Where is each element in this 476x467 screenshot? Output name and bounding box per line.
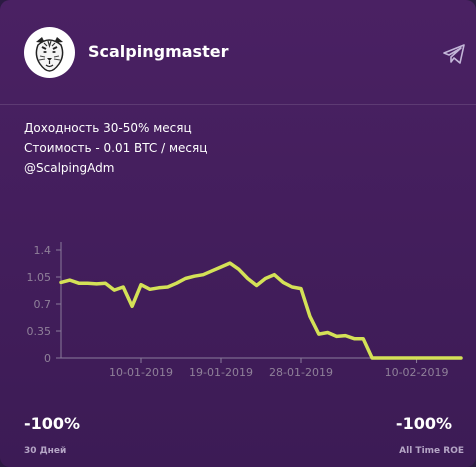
data-point (433, 357, 436, 359)
telegram-send-icon[interactable] (443, 44, 465, 64)
data-point (317, 333, 320, 335)
data-point (140, 283, 142, 286)
x-tick-label: 28-01-2019 (269, 366, 333, 379)
y-tick-label: 1.05 (27, 271, 52, 284)
data-point (300, 287, 302, 290)
data-point (442, 357, 445, 359)
data-point (371, 357, 373, 359)
data-point (77, 282, 80, 284)
data-point (175, 282, 178, 284)
data-point (309, 315, 311, 318)
data-point (220, 266, 222, 268)
data-point (255, 284, 258, 287)
stat-all-time-value: -100% (395, 414, 452, 433)
data-point (86, 282, 89, 284)
description-line-price: Стоимость - 0.01 BTC / месяц (24, 141, 208, 155)
stat-all-time-label: All Time ROE (399, 446, 464, 456)
data-point (113, 289, 116, 291)
data-point (460, 357, 462, 359)
channel-description: Доходность 30-50% месяц Стоимость - 0.01… (24, 118, 207, 178)
data-point (229, 262, 231, 264)
data-point (211, 270, 213, 272)
data-point (246, 277, 249, 280)
y-tick-label: 0.7 (34, 298, 52, 311)
x-tick-label: 19-01-2019 (189, 366, 253, 379)
data-point (282, 281, 285, 284)
y-tick-label: 1.4 (34, 244, 52, 257)
data-point (104, 282, 107, 284)
data-point (362, 337, 365, 340)
data-point (60, 281, 62, 284)
data-point (389, 357, 391, 359)
data-point (193, 275, 196, 278)
y-tick-label: 0 (44, 352, 51, 365)
data-point (131, 305, 133, 308)
data-point (184, 277, 187, 280)
data-point (166, 286, 169, 288)
data-point (406, 357, 409, 359)
stat-30-days-label: 30 Дней (24, 446, 67, 456)
data-point (291, 286, 293, 288)
roe-series-line (59, 261, 463, 360)
data-point (95, 283, 98, 285)
data-point (157, 287, 160, 289)
roe-line-chart: 0 0.35 0.7 1.05 1.4 10-01-2019 19-01-2019 28-01… (27, 242, 463, 379)
channel-title[interactable]: Scalpingmaster (88, 42, 229, 61)
y-tick-label: 0.35 (27, 325, 52, 338)
data-point (69, 279, 71, 281)
data-point (451, 357, 453, 359)
x-tick-label: 10-01-2019 (109, 366, 173, 379)
description-line-contact[interactable]: @ScalpingAdm (24, 161, 115, 175)
data-point (122, 286, 125, 288)
x-tick-label: 10-02-2019 (385, 366, 449, 379)
data-point (273, 273, 276, 276)
stat-30-days-value: -100% (24, 414, 81, 433)
data-point (353, 337, 356, 340)
card-header: Scalpingmaster (0, 0, 476, 105)
data-point (424, 357, 427, 359)
description-line-yield: Доходность 30-50% месяц (24, 121, 192, 135)
data-point (202, 273, 205, 276)
data-point (344, 334, 347, 337)
data-point (326, 331, 329, 334)
data-point (380, 357, 382, 359)
data-point (335, 335, 338, 338)
data-point (415, 357, 418, 359)
data-point (237, 268, 240, 271)
tiger-logo-icon[interactable] (24, 27, 75, 78)
data-point (149, 288, 151, 291)
data-point (397, 357, 400, 359)
data-point (264, 277, 267, 280)
